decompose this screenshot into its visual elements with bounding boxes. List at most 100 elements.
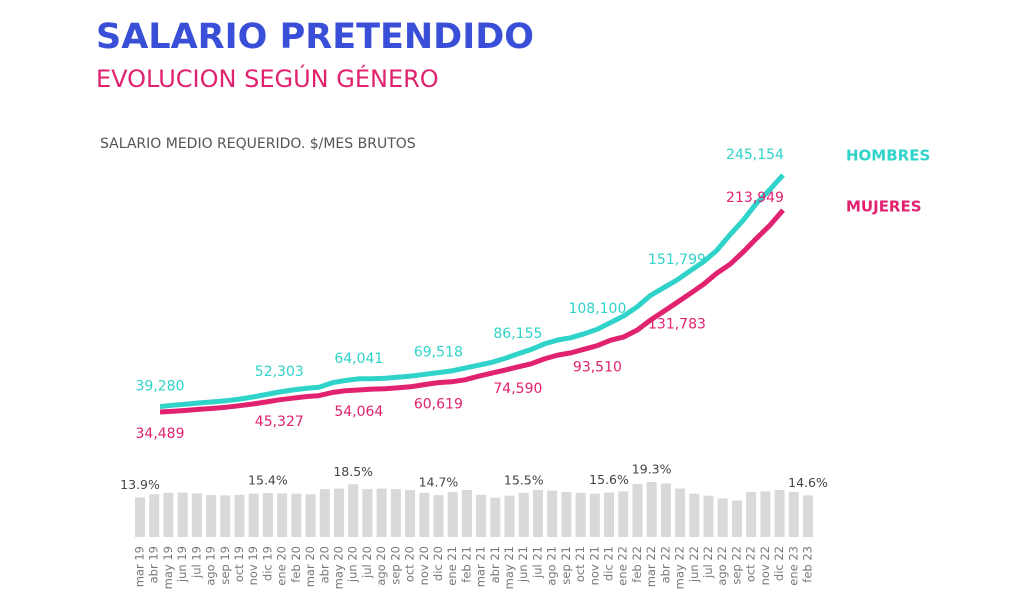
data-label: 108,100 bbox=[568, 301, 626, 317]
x-tick-label: ago 22 bbox=[715, 546, 729, 586]
line bbox=[159, 208, 785, 415]
x-tick-label: jul 19 bbox=[189, 546, 203, 579]
bar bbox=[362, 489, 373, 537]
x-tick-label: feb 23 bbox=[801, 546, 815, 583]
data-label: 52,303 bbox=[255, 364, 304, 380]
bar bbox=[703, 495, 714, 537]
legend-label: MUJERES bbox=[846, 198, 922, 216]
bar bbox=[731, 500, 742, 537]
x-tick-label: feb 21 bbox=[459, 546, 473, 583]
bar bbox=[618, 491, 629, 537]
bar bbox=[447, 491, 458, 537]
bar bbox=[177, 492, 188, 537]
x-tick-label: dic 20 bbox=[431, 546, 445, 581]
data-label: 13.9% bbox=[120, 477, 160, 492]
data-label: 15.6% bbox=[589, 472, 629, 487]
bar bbox=[220, 495, 231, 537]
x-tick-label: mar 19 bbox=[133, 546, 147, 587]
data-label: 34,489 bbox=[136, 426, 185, 442]
bar bbox=[319, 489, 330, 537]
bar bbox=[604, 492, 615, 537]
bar bbox=[191, 493, 202, 537]
bar bbox=[163, 492, 174, 537]
bar bbox=[803, 495, 813, 537]
x-tick-label: nov 21 bbox=[587, 546, 601, 585]
x-tick-label: oct 19 bbox=[232, 546, 246, 582]
bar bbox=[248, 493, 259, 537]
axis-label: SALARIO MEDIO REQUERIDO. $/MES BRUTOS bbox=[100, 136, 416, 152]
x-tick-label: sep 21 bbox=[559, 546, 573, 585]
data-label: 19.3% bbox=[632, 461, 672, 476]
bar bbox=[746, 491, 757, 537]
line bbox=[159, 173, 785, 410]
x-tick-label: sep 22 bbox=[729, 546, 743, 585]
x-tick-label: jun 19 bbox=[175, 546, 189, 583]
bar bbox=[660, 483, 671, 537]
x-tick-label: may 20 bbox=[331, 546, 345, 589]
x-tick-label: oct 22 bbox=[744, 546, 758, 582]
bar bbox=[675, 488, 686, 537]
data-label: 64,041 bbox=[334, 351, 383, 367]
bar bbox=[291, 493, 302, 537]
data-label: 39,280 bbox=[136, 379, 185, 395]
x-tick-label: abr 21 bbox=[488, 546, 502, 583]
x-tick-label: mar 20 bbox=[303, 546, 317, 587]
x-tick-label: may 22 bbox=[673, 546, 687, 589]
x-tick-label: ene 22 bbox=[616, 546, 630, 586]
bar bbox=[632, 483, 643, 537]
x-tick-label: mar 21 bbox=[474, 546, 488, 587]
x-tick-label: abr 19 bbox=[147, 546, 161, 583]
data-label: 45,327 bbox=[255, 414, 304, 430]
x-tick-label: dic 21 bbox=[602, 546, 616, 581]
x-tick-label: abr 20 bbox=[317, 546, 331, 583]
bar bbox=[504, 495, 515, 537]
bar bbox=[561, 491, 572, 537]
bar bbox=[135, 497, 145, 537]
bar bbox=[589, 493, 600, 537]
data-label: 15.4% bbox=[248, 473, 288, 488]
bar bbox=[206, 495, 217, 537]
bar bbox=[532, 489, 543, 537]
bar bbox=[277, 493, 288, 537]
x-tick-label: sep 19 bbox=[218, 546, 232, 585]
bar bbox=[689, 493, 700, 537]
bar bbox=[419, 492, 430, 537]
legend-label: HOMBRES bbox=[846, 147, 930, 165]
x-tick-label: nov 19 bbox=[246, 546, 260, 585]
bar bbox=[376, 488, 387, 537]
x-tick-label: ene 20 bbox=[275, 546, 289, 586]
bar bbox=[305, 494, 316, 537]
x-tick-label: mar 22 bbox=[644, 546, 658, 587]
data-label: 60,619 bbox=[414, 397, 463, 413]
x-tick-label: oct 20 bbox=[403, 546, 417, 582]
bar bbox=[774, 489, 785, 537]
bar bbox=[788, 491, 799, 537]
x-tick-label: jun 21 bbox=[516, 546, 530, 583]
x-tick-label: ago 20 bbox=[374, 546, 388, 586]
bar bbox=[262, 493, 273, 537]
bar bbox=[433, 495, 444, 537]
x-tick-label: feb 20 bbox=[289, 546, 303, 583]
x-tick-label: may 21 bbox=[502, 546, 516, 589]
x-tick-label: nov 20 bbox=[417, 546, 431, 585]
bar bbox=[149, 494, 160, 537]
x-tick-label: ene 21 bbox=[445, 546, 459, 586]
x-tick-label: ago 21 bbox=[545, 546, 559, 586]
bar bbox=[490, 497, 501, 537]
x-tick-label: may 19 bbox=[161, 546, 175, 589]
x-tick-label: jul 21 bbox=[530, 546, 544, 579]
x-tick-label: dic 19 bbox=[260, 546, 274, 581]
bar bbox=[646, 481, 657, 537]
x-tick-label: abr 22 bbox=[658, 546, 672, 583]
bar bbox=[476, 494, 487, 537]
x-tick-label: oct 21 bbox=[573, 546, 587, 582]
bar bbox=[234, 494, 245, 537]
data-label: 74,590 bbox=[493, 381, 542, 397]
x-tick-label: feb 22 bbox=[630, 546, 644, 583]
x-tick-label: nov 22 bbox=[758, 546, 772, 585]
bar bbox=[461, 489, 472, 537]
bar bbox=[547, 490, 558, 537]
data-label: 15.5% bbox=[504, 472, 544, 487]
bar bbox=[760, 491, 771, 537]
